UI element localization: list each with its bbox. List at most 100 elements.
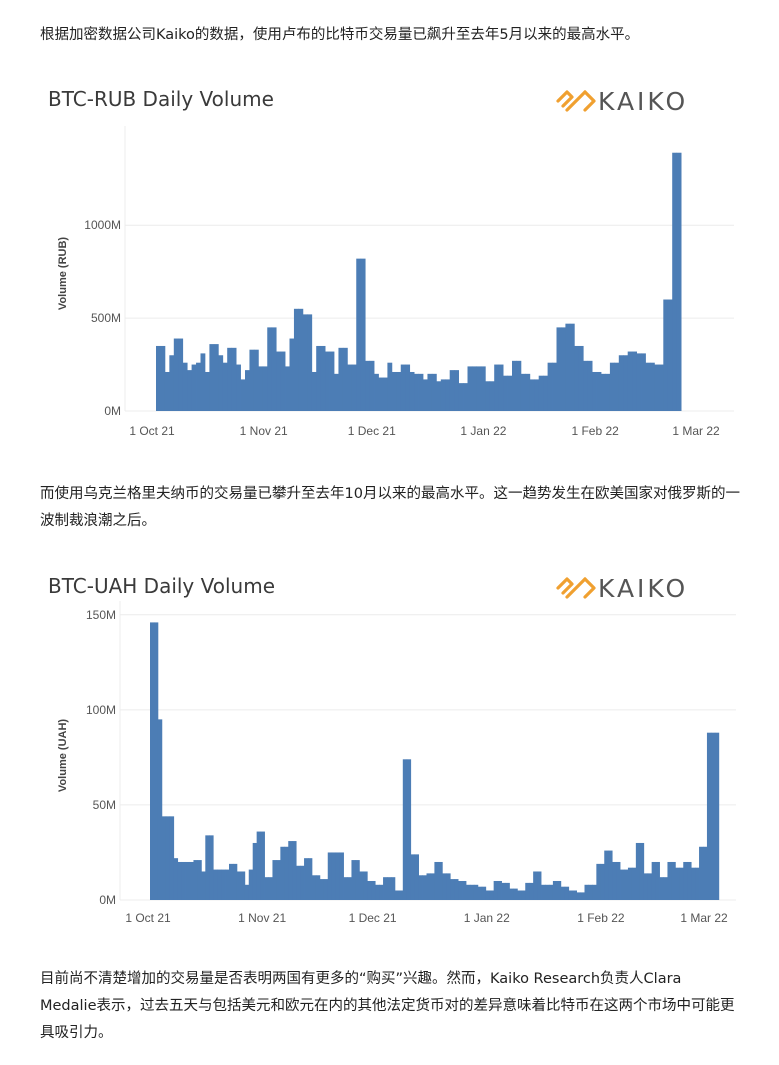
bar bbox=[323, 879, 329, 900]
bar bbox=[627, 351, 633, 411]
bar bbox=[667, 861, 672, 900]
bar bbox=[248, 869, 254, 900]
bar bbox=[548, 884, 554, 900]
bar bbox=[339, 852, 344, 900]
bar bbox=[675, 867, 680, 900]
bar bbox=[647, 873, 653, 900]
bar bbox=[280, 351, 286, 411]
bar bbox=[200, 353, 206, 411]
bar bbox=[683, 861, 688, 900]
bar bbox=[695, 867, 700, 900]
bar bbox=[406, 759, 412, 900]
bar bbox=[308, 858, 313, 900]
bar bbox=[316, 345, 322, 411]
bar bbox=[367, 880, 372, 900]
bar bbox=[343, 877, 348, 900]
bar bbox=[560, 886, 566, 900]
bar bbox=[584, 884, 589, 900]
bar bbox=[703, 846, 708, 900]
bar bbox=[289, 338, 295, 411]
bar bbox=[574, 345, 580, 411]
kaiko-logo: KAIKO bbox=[556, 574, 685, 603]
bar bbox=[165, 816, 171, 900]
bar bbox=[714, 732, 720, 900]
bar bbox=[631, 867, 637, 900]
bar bbox=[659, 877, 664, 900]
bar bbox=[288, 841, 293, 900]
bar bbox=[414, 373, 419, 411]
bar bbox=[450, 879, 455, 900]
bar bbox=[383, 877, 388, 900]
bar bbox=[489, 381, 495, 411]
bar bbox=[181, 861, 186, 900]
bar bbox=[529, 379, 535, 411]
bar bbox=[418, 373, 424, 411]
bar bbox=[624, 869, 629, 900]
bar bbox=[509, 888, 514, 900]
bar bbox=[410, 854, 416, 900]
bar bbox=[217, 869, 222, 900]
bar bbox=[351, 860, 356, 900]
bar bbox=[498, 364, 504, 411]
bar bbox=[520, 373, 526, 411]
bar bbox=[431, 373, 437, 411]
uah-volume-chart: BTC-UAH Daily Volume KAIKO 0M 50M 100M 150M 1 … bbox=[30, 556, 750, 936]
bar bbox=[298, 308, 304, 411]
bar bbox=[307, 314, 313, 411]
bar bbox=[191, 364, 197, 411]
bar bbox=[245, 370, 250, 411]
bar bbox=[580, 892, 585, 900]
bar bbox=[529, 882, 534, 900]
x-tick-label: 1 Nov 21 bbox=[238, 911, 286, 925]
bar bbox=[454, 879, 459, 900]
bar bbox=[687, 861, 692, 900]
bar bbox=[552, 880, 558, 900]
bar bbox=[169, 816, 175, 900]
bar bbox=[422, 875, 427, 900]
bar bbox=[541, 884, 546, 900]
bar bbox=[209, 835, 214, 900]
bar bbox=[280, 846, 285, 900]
bars bbox=[156, 152, 682, 412]
x-tick-label: 1 Dec 21 bbox=[349, 911, 397, 925]
bar bbox=[583, 360, 589, 411]
y-tick-label: 50M bbox=[93, 798, 116, 812]
bar bbox=[426, 873, 431, 900]
bar bbox=[268, 877, 273, 900]
bar bbox=[533, 871, 538, 900]
bar bbox=[608, 850, 613, 900]
bar bbox=[387, 877, 392, 900]
bar bbox=[292, 841, 297, 900]
bar bbox=[409, 371, 415, 411]
bar bbox=[572, 890, 577, 900]
bar bbox=[331, 852, 337, 900]
x-tick-label: 1 Oct 21 bbox=[129, 424, 175, 438]
bar bbox=[161, 816, 167, 900]
bar bbox=[505, 882, 510, 900]
bar bbox=[423, 379, 428, 411]
bar bbox=[236, 364, 241, 411]
bar bbox=[503, 375, 508, 411]
bar bbox=[160, 345, 166, 411]
bar bbox=[480, 366, 486, 411]
bars bbox=[150, 622, 720, 900]
bar bbox=[390, 877, 396, 900]
bar bbox=[485, 381, 491, 411]
bar bbox=[150, 622, 155, 900]
bar bbox=[374, 373, 379, 411]
bar bbox=[588, 884, 593, 900]
bar bbox=[196, 362, 201, 411]
bar bbox=[645, 362, 651, 411]
bar bbox=[394, 890, 400, 900]
bar bbox=[627, 867, 633, 900]
bar bbox=[414, 854, 419, 900]
bar bbox=[300, 865, 305, 900]
bar bbox=[592, 371, 597, 411]
bar bbox=[679, 867, 684, 900]
bar bbox=[262, 366, 268, 411]
bar bbox=[434, 861, 439, 900]
bar bbox=[576, 892, 581, 900]
bar bbox=[604, 850, 609, 900]
bar bbox=[616, 861, 621, 900]
chart-title: BTC-RUB Daily Volume bbox=[48, 87, 274, 111]
